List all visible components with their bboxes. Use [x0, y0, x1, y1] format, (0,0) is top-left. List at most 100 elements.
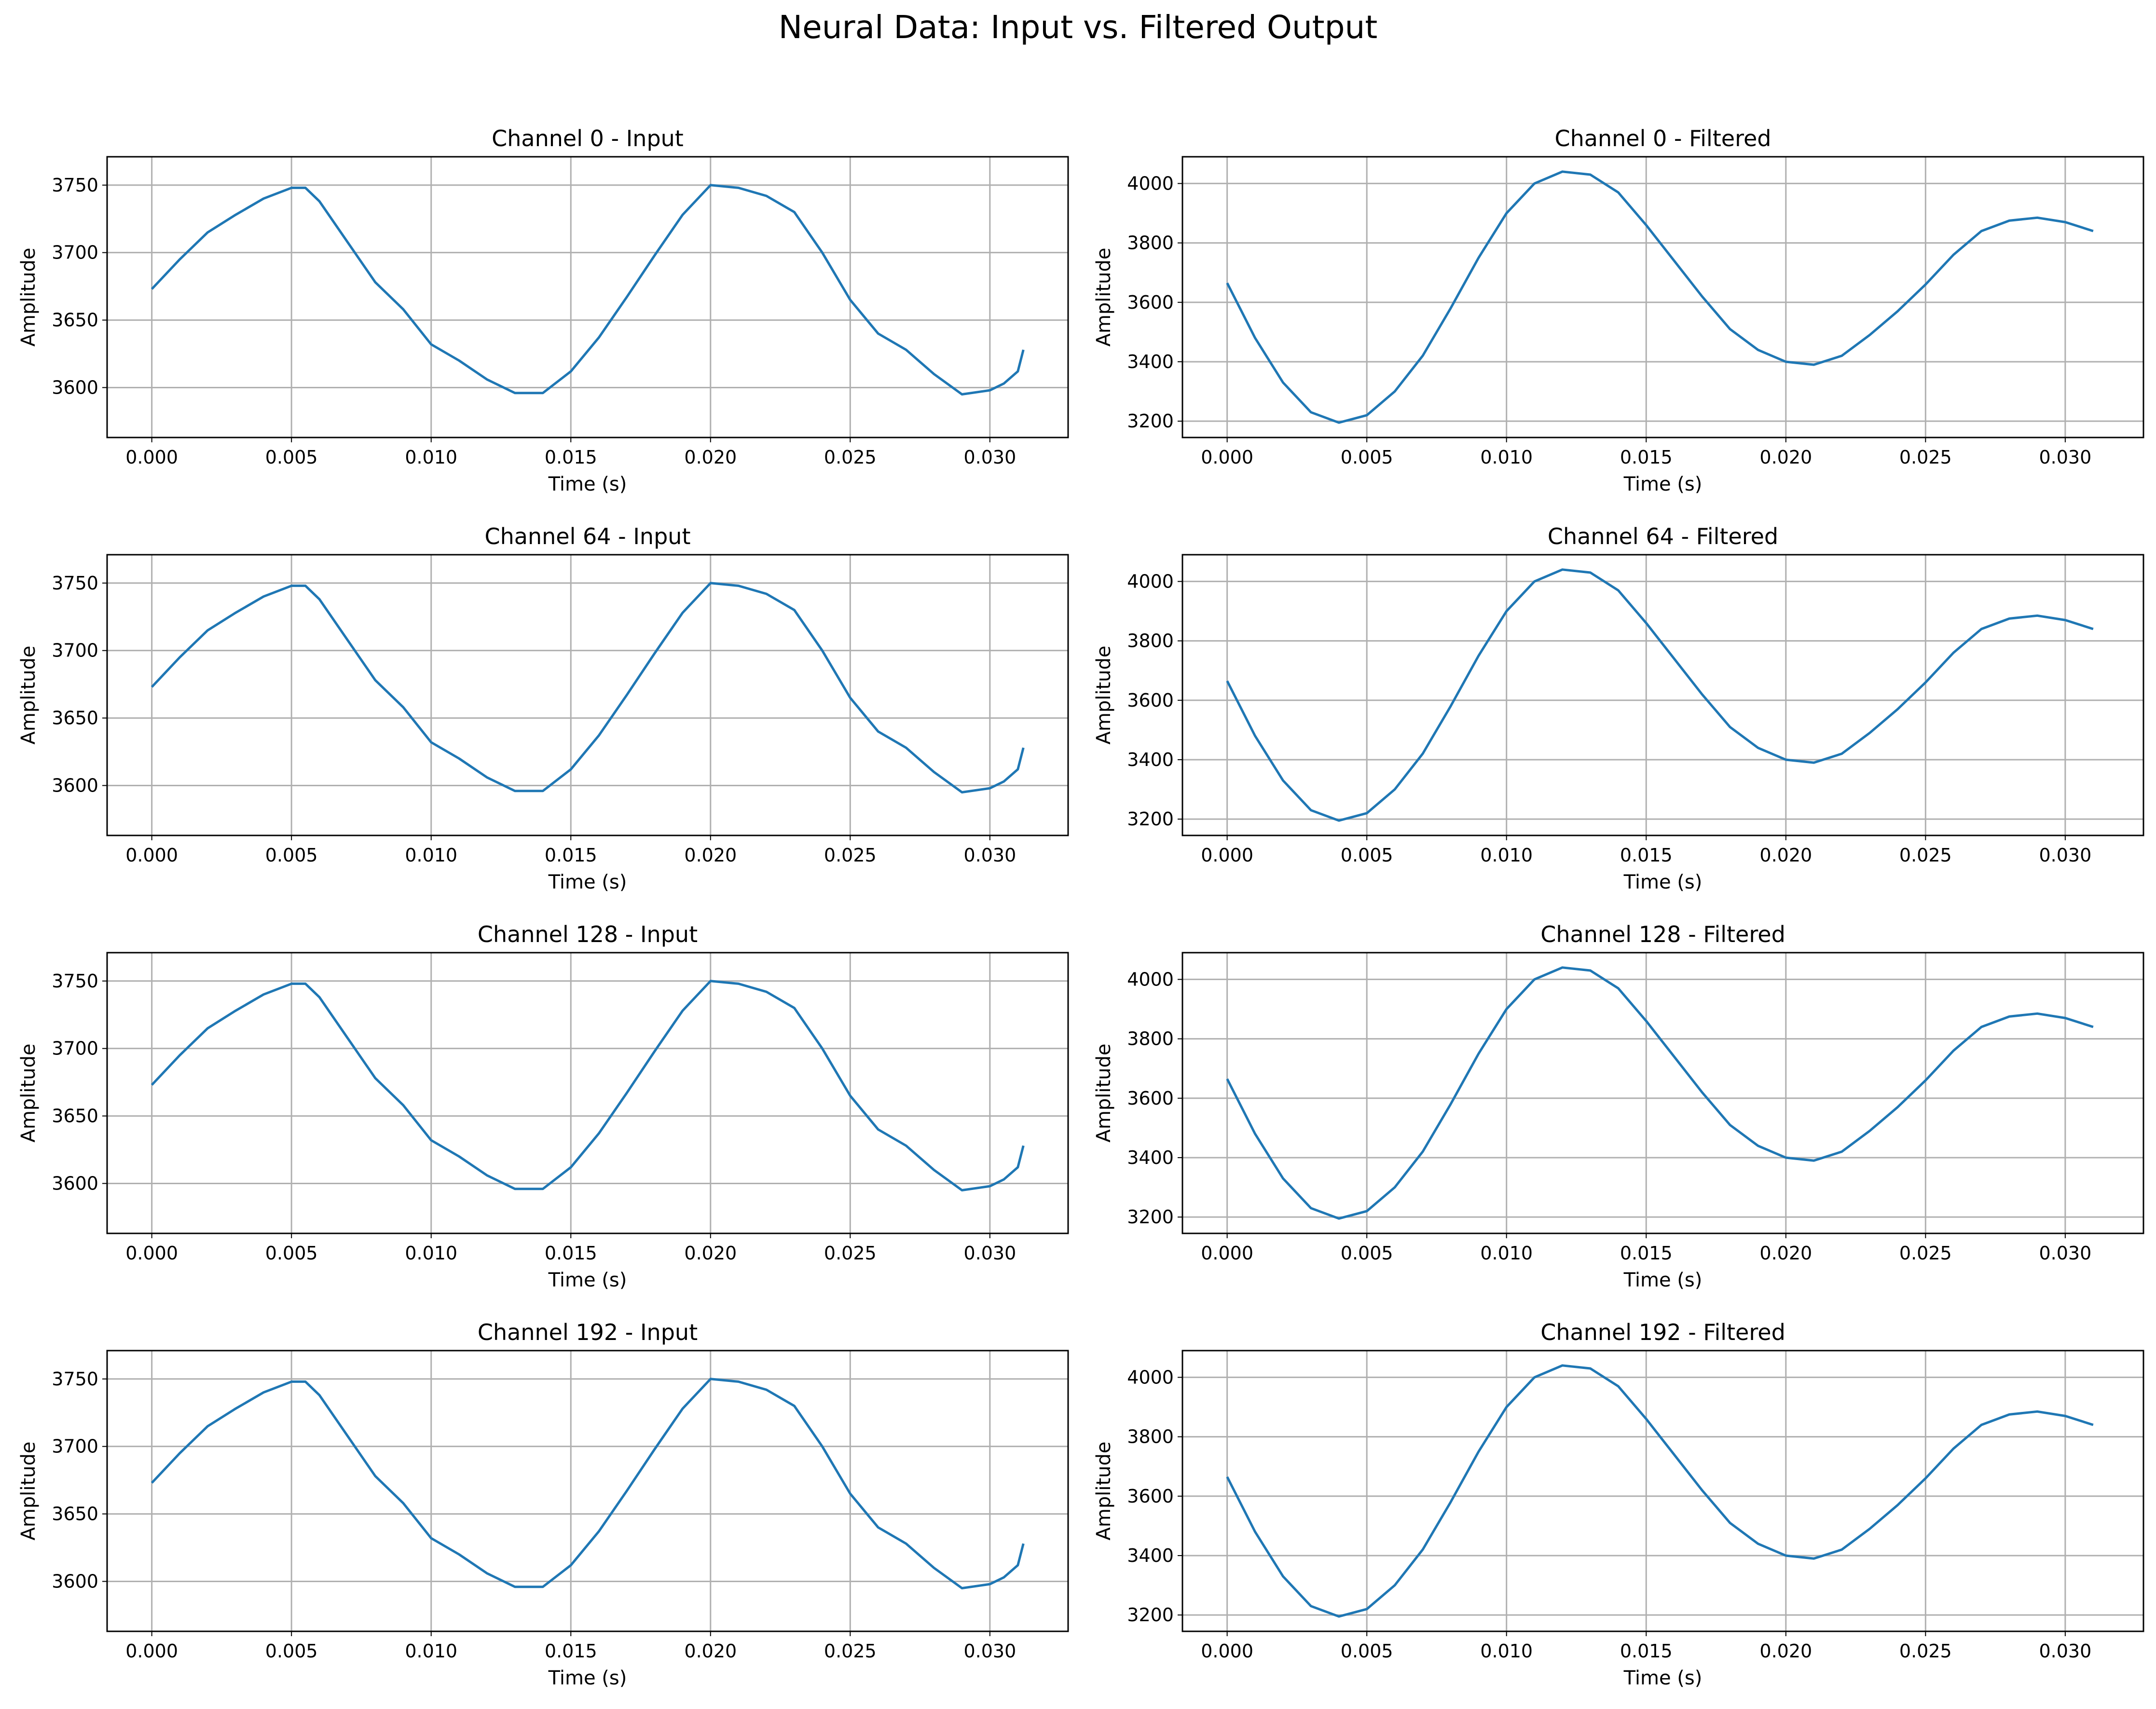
subplot-title: Channel 0 - Filtered	[1555, 125, 1771, 151]
x-tick-label: 0.020	[1759, 1243, 1812, 1264]
y-tick-label: 3700	[52, 640, 98, 661]
y-axis-label: Amplitude	[17, 646, 40, 745]
x-tick-label: 0.025	[1899, 447, 1952, 468]
x-tick-label: 0.020	[1759, 845, 1812, 866]
series-line-0	[151, 980, 1025, 1191]
y-tick-label: 3800	[1127, 232, 1174, 254]
axes-frame	[106, 1350, 1069, 1632]
x-tick-label: 0.010	[405, 845, 457, 866]
x-tick-label: 0.005	[1341, 1243, 1393, 1264]
x-tick-label: 0.010	[1480, 845, 1533, 866]
subplot-2: 0.000 0.005 0.010 0.015 0.020 0.025 0.030 3600 3…	[17, 523, 1069, 893]
axes-frame	[106, 554, 1069, 836]
x-tick-label: 0.030	[963, 1243, 1016, 1264]
y-tick-label: 3600	[1127, 690, 1174, 711]
x-tick-label: 0.030	[2039, 845, 2091, 866]
subplot-7: 0.000 0.005 0.010 0.015 0.020 0.025 0.030 3200 3…	[1093, 1319, 2144, 1689]
x-tick-label: 0.025	[824, 447, 877, 468]
series-line-0	[151, 184, 1025, 396]
y-axis-label: Amplitude	[17, 1442, 40, 1541]
x-tick-label: 0.015	[545, 447, 597, 468]
x-tick-label: 0.030	[963, 845, 1016, 866]
axes-frame	[1181, 156, 2144, 438]
y-axis-label: Amplitude	[1093, 1442, 1115, 1541]
series-line-0	[1226, 1364, 2094, 1618]
y-tick-label: 3800	[1127, 1426, 1174, 1448]
x-tick-label: 0.025	[1899, 1243, 1952, 1264]
x-axis-label: Time (s)	[1623, 1667, 1703, 1689]
x-tick-label: 0.030	[963, 447, 1016, 468]
series-line-0	[1226, 966, 2094, 1220]
y-tick-label: 3650	[52, 1106, 98, 1127]
y-tick-label: 3400	[1127, 1147, 1174, 1168]
x-tick-label: 0.000	[125, 1641, 178, 1662]
y-tick-label: 3750	[52, 971, 98, 992]
x-tick-label: 0.015	[1620, 1641, 1673, 1662]
y-tick-label: 3650	[52, 708, 98, 729]
x-tick-label: 0.000	[1201, 1243, 1253, 1264]
y-tick-label: 3200	[1127, 1604, 1174, 1626]
y-axis-label: Amplitude	[17, 248, 40, 347]
y-tick-label: 3600	[52, 775, 98, 796]
x-axis-label: Time (s)	[548, 871, 627, 893]
x-tick-label: 0.005	[265, 447, 318, 468]
y-tick-label: 3700	[52, 1436, 98, 1457]
y-tick-label: 3650	[52, 1504, 98, 1525]
x-tick-label: 0.030	[2039, 1243, 2091, 1264]
y-tick-label: 3200	[1127, 1206, 1174, 1228]
x-tick-label: 0.020	[684, 845, 737, 866]
subplot-title: Channel 64 - Filtered	[1548, 523, 1778, 549]
subplot-title: Channel 128 - Input	[478, 921, 698, 947]
axes-frame	[1181, 1350, 2144, 1632]
x-tick-label: 0.020	[684, 1243, 737, 1264]
series-line-0	[1226, 170, 2094, 424]
x-tick-label: 0.005	[1341, 845, 1393, 866]
subplot-title: Channel 0 - Input	[492, 125, 684, 151]
subplot-0: 0.000 0.005 0.010 0.015 0.020 0.025 0.030 3600 3…	[17, 125, 1069, 495]
y-tick-label: 3750	[52, 175, 98, 196]
subplot-title: Channel 192 - Filtered	[1540, 1319, 1785, 1345]
x-tick-label: 0.000	[125, 845, 178, 866]
x-axis-label: Time (s)	[1623, 1269, 1703, 1291]
x-tick-label: 0.000	[1201, 447, 1253, 468]
y-axis-label: Amplitude	[1093, 646, 1115, 745]
x-tick-label: 0.005	[1341, 1641, 1393, 1662]
y-axis-label: Amplitude	[1093, 1044, 1115, 1143]
y-tick-label: 3800	[1127, 630, 1174, 652]
subplot-3: 0.000 0.005 0.010 0.015 0.020 0.025 0.030 3200 3…	[1093, 523, 2144, 893]
x-tick-label: 0.015	[545, 845, 597, 866]
y-tick-label: 3200	[1127, 808, 1174, 830]
x-tick-label: 0.010	[405, 1243, 457, 1264]
x-tick-label: 0.025	[1899, 845, 1952, 866]
y-tick-label: 4000	[1127, 571, 1174, 592]
x-tick-label: 0.010	[405, 447, 457, 468]
x-tick-label: 0.030	[2039, 1641, 2091, 1662]
x-tick-label: 0.010	[1480, 1641, 1533, 1662]
figure-suptitle: Neural Data: Input vs. Filtered Output	[778, 9, 1378, 46]
y-tick-label: 3400	[1127, 749, 1174, 770]
x-axis-label: Time (s)	[548, 473, 627, 495]
y-tick-label: 4000	[1127, 1367, 1174, 1388]
x-tick-label: 0.000	[1201, 845, 1253, 866]
y-tick-label: 3750	[52, 1368, 98, 1390]
x-tick-label: 0.020	[1759, 447, 1812, 468]
y-tick-label: 3600	[52, 1571, 98, 1592]
y-tick-label: 3600	[52, 1173, 98, 1194]
subplot-title: Channel 192 - Input	[478, 1319, 698, 1345]
x-tick-label: 0.015	[1620, 447, 1673, 468]
axes-frame	[1181, 554, 2144, 836]
y-tick-label: 3200	[1127, 410, 1174, 432]
series-line-0	[151, 582, 1025, 793]
x-tick-label: 0.030	[963, 1641, 1016, 1662]
subplot-title: Channel 64 - Input	[485, 523, 691, 549]
x-tick-label: 0.025	[824, 1641, 877, 1662]
x-tick-label: 0.015	[1620, 1243, 1673, 1264]
x-tick-label: 0.000	[125, 447, 178, 468]
x-tick-label: 0.005	[265, 1243, 318, 1264]
y-tick-label: 3600	[1127, 1088, 1174, 1109]
axes-frame	[1181, 952, 2144, 1234]
x-tick-label: 0.005	[1341, 447, 1393, 468]
series-line-0	[151, 1378, 1025, 1589]
x-axis-label: Time (s)	[1623, 473, 1703, 495]
